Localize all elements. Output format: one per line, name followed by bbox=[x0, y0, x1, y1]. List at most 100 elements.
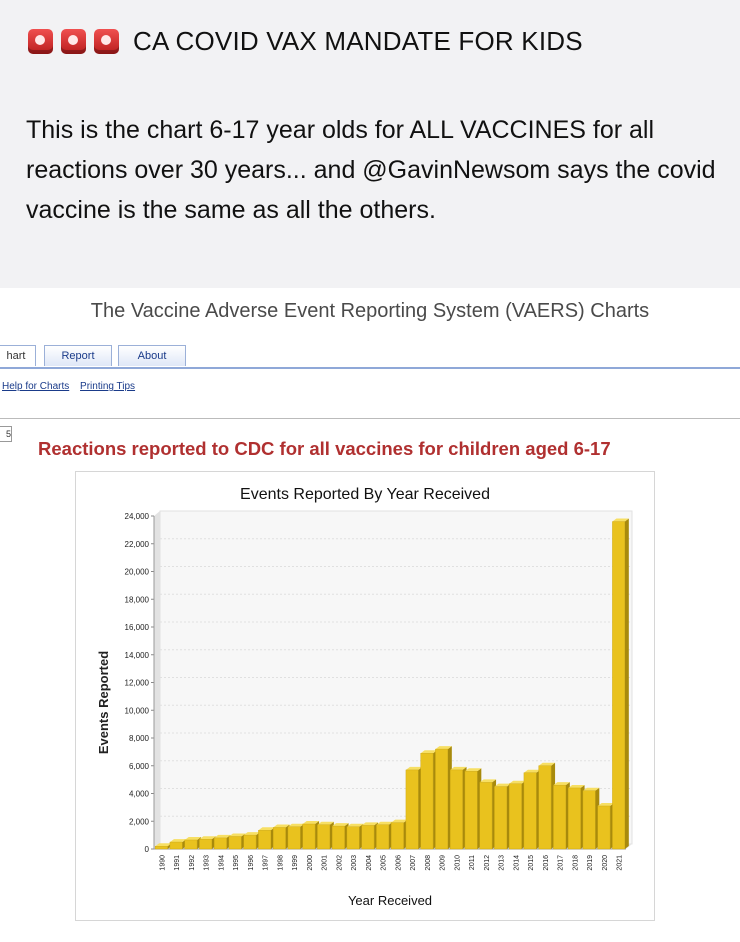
y-tick-label: 6,000 bbox=[129, 762, 150, 771]
x-tick-label: 2004 bbox=[366, 855, 373, 871]
bar bbox=[390, 822, 404, 850]
y-tick-label: 2,000 bbox=[129, 817, 150, 826]
bar bbox=[302, 823, 316, 850]
y-tick-label: 18,000 bbox=[125, 595, 150, 604]
x-tick-label: 2002 bbox=[336, 855, 343, 871]
plot-side-wall bbox=[154, 511, 160, 849]
bar-top bbox=[228, 833, 246, 837]
y-tick-label: 10,000 bbox=[125, 706, 150, 715]
chart-heading: Reactions reported to CDC for all vaccin… bbox=[38, 438, 611, 459]
bar bbox=[184, 839, 198, 850]
bar-top bbox=[538, 762, 556, 766]
chart-title: Events Reported By Year Received bbox=[240, 486, 490, 503]
bar-top bbox=[568, 784, 585, 788]
x-tick-label: 2013 bbox=[499, 855, 506, 871]
bar-top bbox=[243, 832, 261, 836]
siren-icon bbox=[94, 29, 119, 54]
bar-top bbox=[597, 802, 615, 806]
bar bbox=[243, 834, 257, 850]
bar-top bbox=[420, 750, 438, 754]
x-tick-label: 2016 bbox=[543, 855, 550, 871]
bar bbox=[405, 769, 419, 850]
x-tick-label: 2012 bbox=[484, 855, 491, 871]
x-tick-label: 2019 bbox=[587, 855, 594, 871]
bar-top bbox=[494, 783, 511, 787]
bar-top bbox=[464, 768, 482, 772]
bar bbox=[435, 748, 449, 850]
bar-top bbox=[273, 824, 290, 828]
bar bbox=[272, 827, 286, 850]
bar bbox=[553, 784, 567, 850]
bar bbox=[317, 824, 331, 850]
bar-top bbox=[317, 821, 334, 825]
bar bbox=[567, 787, 581, 850]
bar-top bbox=[553, 782, 570, 786]
bar-top bbox=[612, 518, 629, 522]
social-post: CA COVID VAX MANDATE FOR KIDS This is th… bbox=[0, 0, 740, 288]
x-tick-label: 2021 bbox=[617, 855, 624, 871]
x-tick-label: 2007 bbox=[410, 855, 417, 871]
x-tick-label: 1991 bbox=[174, 855, 181, 871]
y-tick-label: 8,000 bbox=[129, 734, 150, 743]
bar bbox=[228, 836, 242, 850]
x-tick-label: 2006 bbox=[395, 855, 402, 871]
tab-about[interactable]: About bbox=[118, 345, 186, 366]
x-tick-label: 1998 bbox=[277, 855, 284, 871]
section-box: 5 bbox=[0, 426, 12, 442]
bar bbox=[287, 826, 301, 850]
bar-side bbox=[624, 518, 629, 849]
bar bbox=[154, 846, 168, 850]
bar bbox=[523, 772, 537, 850]
bar-top bbox=[405, 766, 423, 770]
bar bbox=[479, 782, 493, 850]
bar bbox=[169, 841, 183, 850]
x-tick-label: 1997 bbox=[263, 855, 270, 871]
y-tick-label: 0 bbox=[145, 845, 150, 854]
bar-chart: 0 2,000 4,000 6,000 8,000 10,000 12,000 14,000 1… bbox=[96, 510, 633, 908]
y-tick-label: 12,000 bbox=[125, 679, 150, 688]
printing-tips-link[interactable]: Printing Tips bbox=[80, 381, 136, 392]
help-for-charts-link[interactable]: Help for Charts bbox=[2, 381, 70, 392]
bar-top bbox=[523, 769, 541, 773]
tab-report[interactable]: Report bbox=[44, 345, 112, 366]
x-tick-label: 2008 bbox=[425, 855, 432, 871]
tab-bar: hart Report About bbox=[0, 345, 740, 369]
x-tick-label: 2000 bbox=[307, 855, 314, 871]
x-tick-label: 2018 bbox=[572, 855, 579, 871]
x-tick-label: 2011 bbox=[469, 855, 476, 870]
post-body-text: This is the chart 6-17 year olds for ALL… bbox=[26, 116, 716, 224]
x-tick-label: 2003 bbox=[351, 855, 358, 871]
x-tick-label: 2005 bbox=[381, 855, 388, 871]
bar bbox=[420, 753, 434, 850]
x-tick-label: 1999 bbox=[292, 855, 299, 871]
y-tick-label: 16,000 bbox=[125, 623, 150, 632]
bar-top bbox=[184, 836, 202, 840]
x-axis-label: Year Received bbox=[348, 893, 432, 908]
bar-top bbox=[199, 836, 216, 840]
bar-top bbox=[302, 821, 320, 825]
bar-top bbox=[287, 823, 305, 827]
bar bbox=[199, 839, 213, 850]
post-headline: CA COVID VAX MANDATE FOR KIDS bbox=[28, 26, 583, 57]
bar bbox=[449, 769, 463, 850]
x-tick-label: 1995 bbox=[233, 855, 240, 871]
bar-top bbox=[509, 780, 526, 784]
bar bbox=[508, 783, 522, 850]
bar bbox=[346, 826, 360, 850]
x-tick-label: 1996 bbox=[248, 855, 255, 871]
x-tick-label: 2014 bbox=[513, 855, 520, 871]
help-links: Help for Charts Printing Tips bbox=[2, 381, 143, 392]
x-tick-label: 1994 bbox=[218, 855, 225, 871]
x-tick-label: 2017 bbox=[558, 855, 565, 871]
bar bbox=[612, 521, 626, 850]
divider bbox=[0, 418, 740, 419]
bar-top bbox=[214, 834, 231, 838]
tab-chart[interactable]: hart bbox=[0, 345, 36, 366]
bar bbox=[361, 825, 375, 850]
bar bbox=[258, 830, 272, 850]
site-title: The Vaccine Adverse Event Reporting Syst… bbox=[90, 300, 650, 322]
y-tick-label: 24,000 bbox=[125, 512, 150, 521]
x-tick-label: 2010 bbox=[454, 855, 461, 871]
y-tick-label: 14,000 bbox=[125, 651, 150, 660]
bar-top bbox=[346, 823, 364, 827]
